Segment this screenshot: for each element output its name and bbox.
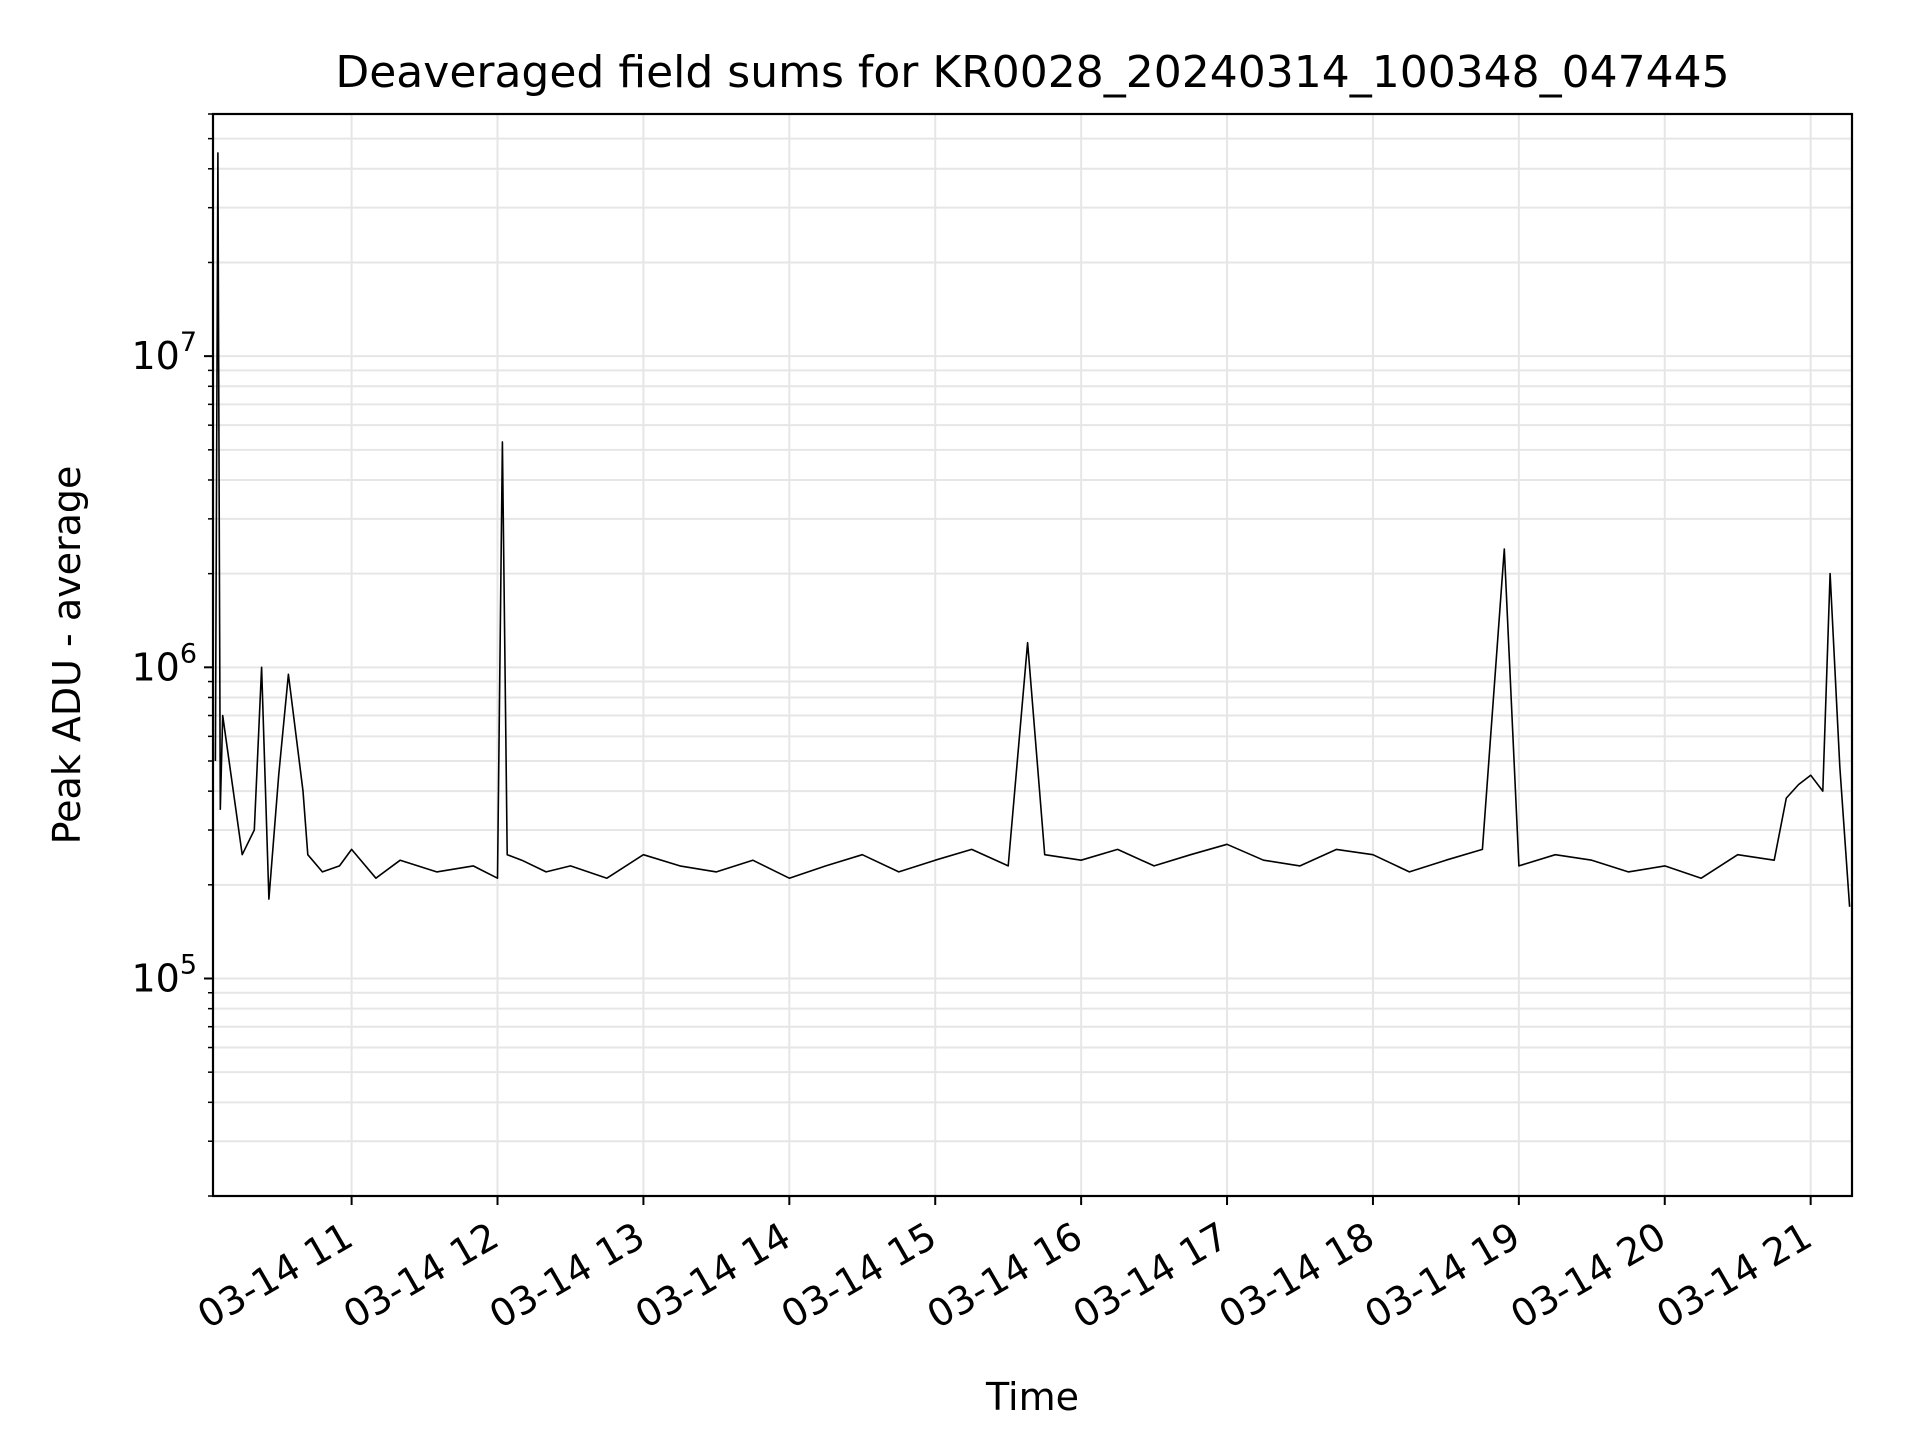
x-tick-label: 03-14 15 [774, 1214, 944, 1338]
chart-title: Deaveraged field sums for KR0028_2024031… [335, 47, 1729, 98]
y-axis-label: Peak ADU - average [45, 466, 89, 845]
major-gridlines [213, 114, 1852, 1196]
x-axis-label: Time [985, 1375, 1079, 1419]
x-tick-label: 03-14 20 [1503, 1214, 1673, 1338]
y-tick-label: 105 [131, 949, 197, 1000]
x-tick-label: 03-14 17 [1066, 1214, 1236, 1338]
series-layer [214, 152, 1851, 907]
x-tick-label: 03-14 16 [920, 1214, 1090, 1338]
minor-gridlines [213, 113, 1852, 1197]
x-tick-label: 03-14 18 [1211, 1214, 1381, 1338]
x-tick-label: 03-14 13 [482, 1214, 652, 1338]
y-tick-label: 107 [131, 327, 197, 378]
x-tick-label: 03-14 21 [1649, 1214, 1819, 1338]
axis-ticks [204, 113, 1812, 1205]
x-tick-label: 03-14 14 [628, 1214, 798, 1338]
x-tick-label: 03-14 11 [190, 1214, 360, 1338]
y-tick-label: 106 [131, 638, 197, 689]
x-tick-label: 03-14 12 [336, 1214, 506, 1338]
plot-frame [211, 112, 1854, 1198]
series-line [214, 152, 1851, 907]
x-tick-label: 03-14 19 [1357, 1214, 1527, 1338]
